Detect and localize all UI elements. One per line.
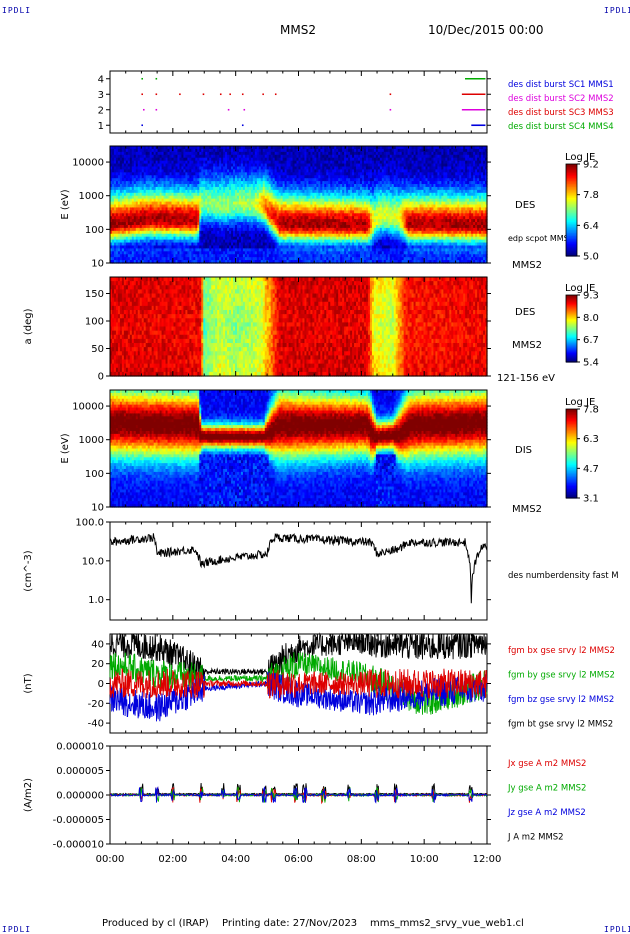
burst-panel-y-tick-label: 1 [98, 121, 104, 132]
figure-canvas: 1 2 3 4 des dist burst SC1 MMS1 des dist burs… [0, 0, 630, 934]
burst-panel-y-tick-label: 4 [98, 74, 104, 85]
burst-legend-label: des dist burst SC3 MMS3 [508, 108, 614, 118]
burst-panel-y-tick-label: 2 [98, 105, 104, 116]
des-energy-cells [110, 146, 488, 264]
burst-panel-frame [110, 71, 487, 133]
burst-legend-label: des dist burst SC2 MMS2 [508, 94, 614, 104]
burst-legend-label: des dist burst SC1 MMS1 [508, 80, 614, 90]
burst-panel-y-tick-label: 3 [98, 90, 104, 101]
burst-legend-label: des dist burst SC4 MMS4 [508, 122, 614, 132]
